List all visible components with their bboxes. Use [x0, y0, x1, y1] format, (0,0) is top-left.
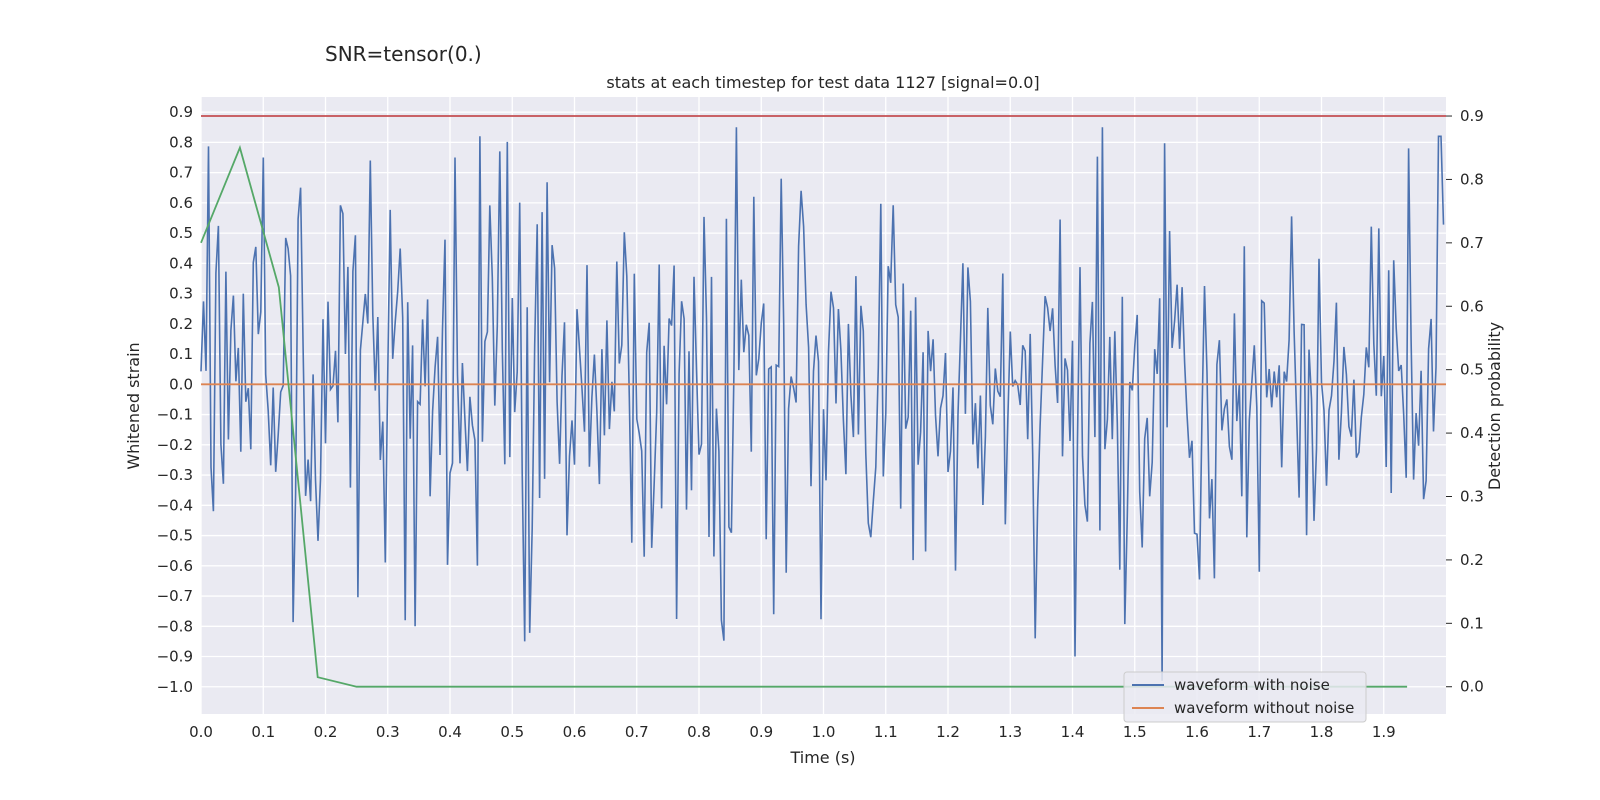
x-tick-label: 0.6	[563, 723, 587, 741]
series-detection-probability	[200, 144, 1408, 688]
y-axis-ticks: 0.9 0.8 0.7 0.6 0.5 0.4 0.3 0.2 0.1 0.0 −0.1 −0.2 −0…	[157, 103, 193, 696]
y-tick-label: −0.7	[157, 587, 193, 605]
y-right-tick-label: 0.5	[1460, 361, 1484, 379]
y-tick-label: −0.2	[157, 436, 193, 454]
x-tick-label: 0.3	[376, 723, 400, 741]
x-tick-label: 0.8	[687, 723, 711, 741]
y-right-tick-label: 0.9	[1460, 107, 1484, 125]
series-layer	[200, 115, 1446, 688]
x-tick-label: 0.7	[625, 723, 649, 741]
y-tick-label: −0.8	[157, 617, 193, 635]
y-tick-label: −0.5	[157, 527, 193, 545]
y-tick-label: 0.4	[169, 254, 193, 272]
y-tick-label: 0.3	[169, 285, 193, 303]
legend-frame	[1123, 671, 1367, 723]
x-tick-label: 0.2	[314, 723, 338, 741]
x-axis-ticks: 0.0 0.1 0.2 0.3 0.4 0.5 0.6 0.7 0.8 0.9 1.0 1.1 1.2 1…	[189, 723, 1396, 741]
x-tick-label: 0.4	[438, 723, 462, 741]
y-right-tick-label: 0.1	[1460, 614, 1484, 632]
y-right-tick-label: 0.8	[1460, 170, 1484, 188]
y-right-tick-label: 0.7	[1460, 234, 1484, 252]
y-right-tick-label: 0.3	[1460, 487, 1484, 505]
y-tick-label: 0.8	[169, 133, 193, 151]
x-tick-label: 1.5	[1123, 723, 1147, 741]
y-tick-label: 0.5	[169, 224, 193, 242]
y-tick-label: 0.6	[169, 194, 193, 212]
y-tick-label: −1.0	[157, 678, 193, 696]
legend-label-noise: waveform with noise	[1174, 676, 1330, 694]
legend-label-clean: waveform without noise	[1174, 699, 1354, 717]
x-tick-label: 1.4	[1061, 723, 1085, 741]
y-tick-label: 0.1	[169, 345, 193, 363]
x-tick-label: 1.6	[1185, 723, 1209, 741]
grid-lines	[200, 97, 1446, 714]
y-right-axis-ticks: 0.9 0.8 0.7 0.6 0.5 0.4 0.3 0.2 0.1 0.0	[1446, 107, 1484, 696]
y-right-tick-label: 0.0	[1460, 678, 1484, 696]
chart-title: stats at each timestep for test data 112…	[606, 73, 1039, 92]
y-axis-label: Whitened strain	[124, 342, 143, 469]
x-tick-label: 0.0	[189, 723, 213, 741]
x-tick-label: 1.3	[998, 723, 1022, 741]
y-tick-label: 0.9	[169, 103, 193, 121]
x-tick-label: 0.5	[500, 723, 524, 741]
series-waveform-with-noise	[200, 127, 1445, 681]
x-tick-label: 1.2	[936, 723, 960, 741]
x-tick-label: 1.8	[1310, 723, 1334, 741]
y-right-tick-label: 0.2	[1460, 551, 1484, 569]
y-tick-label: −0.4	[157, 496, 193, 514]
y-tick-label: 0.2	[169, 315, 193, 333]
x-tick-label: 1.1	[874, 723, 898, 741]
y-tick-label: 0.0	[169, 375, 193, 393]
x-tick-label: 1.0	[812, 723, 836, 741]
y-tick-label: −0.3	[157, 466, 193, 484]
y-tick-label: 0.7	[169, 164, 193, 182]
x-tick-label: 1.9	[1372, 723, 1396, 741]
y-right-tick-label: 0.4	[1460, 424, 1484, 442]
x-tick-label: 1.7	[1247, 723, 1271, 741]
legend: waveform with noise waveform without noi…	[1123, 671, 1367, 723]
x-tick-label: 0.1	[251, 723, 275, 741]
x-axis-label: Time (s)	[789, 748, 855, 767]
x-tick-label: 0.9	[749, 723, 773, 741]
figure-suptitle: SNR=tensor(0.)	[325, 42, 482, 66]
y-right-tick-label: 0.6	[1460, 297, 1484, 315]
y-right-axis-label: Detection probability	[1485, 322, 1504, 490]
y-tick-label: −0.6	[157, 557, 193, 575]
y-tick-label: −0.9	[157, 648, 193, 666]
y-tick-label: −0.1	[157, 406, 193, 424]
